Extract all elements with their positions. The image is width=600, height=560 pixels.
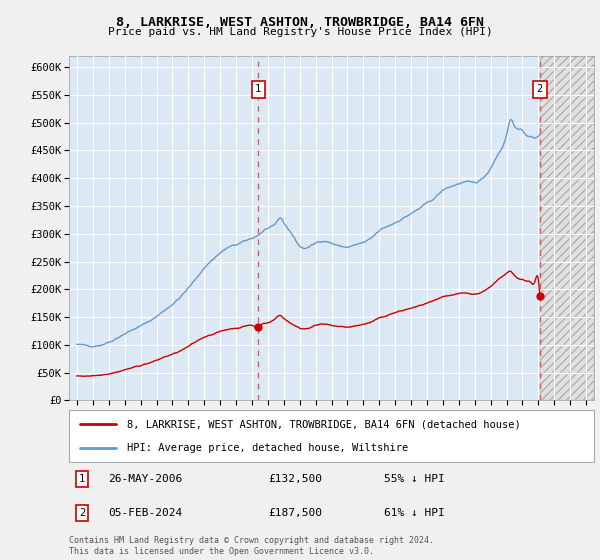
Text: 2: 2 xyxy=(79,508,85,518)
Text: 26-MAY-2006: 26-MAY-2006 xyxy=(109,474,182,484)
Text: 2: 2 xyxy=(536,85,543,94)
Text: £132,500: £132,500 xyxy=(269,474,323,484)
Text: 8, LARKRISE, WEST ASHTON, TROWBRIDGE, BA14 6FN: 8, LARKRISE, WEST ASHTON, TROWBRIDGE, BA… xyxy=(116,16,484,29)
Text: 8, LARKRISE, WEST ASHTON, TROWBRIDGE, BA14 6FN (detached house): 8, LARKRISE, WEST ASHTON, TROWBRIDGE, BA… xyxy=(127,419,521,430)
Text: 1: 1 xyxy=(79,474,85,484)
Text: 55% ↓ HPI: 55% ↓ HPI xyxy=(384,474,445,484)
Text: HPI: Average price, detached house, Wiltshire: HPI: Average price, detached house, Wilt… xyxy=(127,443,408,453)
Bar xyxy=(540,56,594,400)
Text: Contains HM Land Registry data © Crown copyright and database right 2024.
This d: Contains HM Land Registry data © Crown c… xyxy=(69,536,434,556)
Text: 61% ↓ HPI: 61% ↓ HPI xyxy=(384,508,445,518)
Bar xyxy=(540,56,594,400)
Text: 05-FEB-2024: 05-FEB-2024 xyxy=(109,508,182,518)
Text: Price paid vs. HM Land Registry's House Price Index (HPI): Price paid vs. HM Land Registry's House … xyxy=(107,27,493,37)
Text: £187,500: £187,500 xyxy=(269,508,323,518)
FancyBboxPatch shape xyxy=(69,410,594,462)
Text: 1: 1 xyxy=(255,85,262,94)
